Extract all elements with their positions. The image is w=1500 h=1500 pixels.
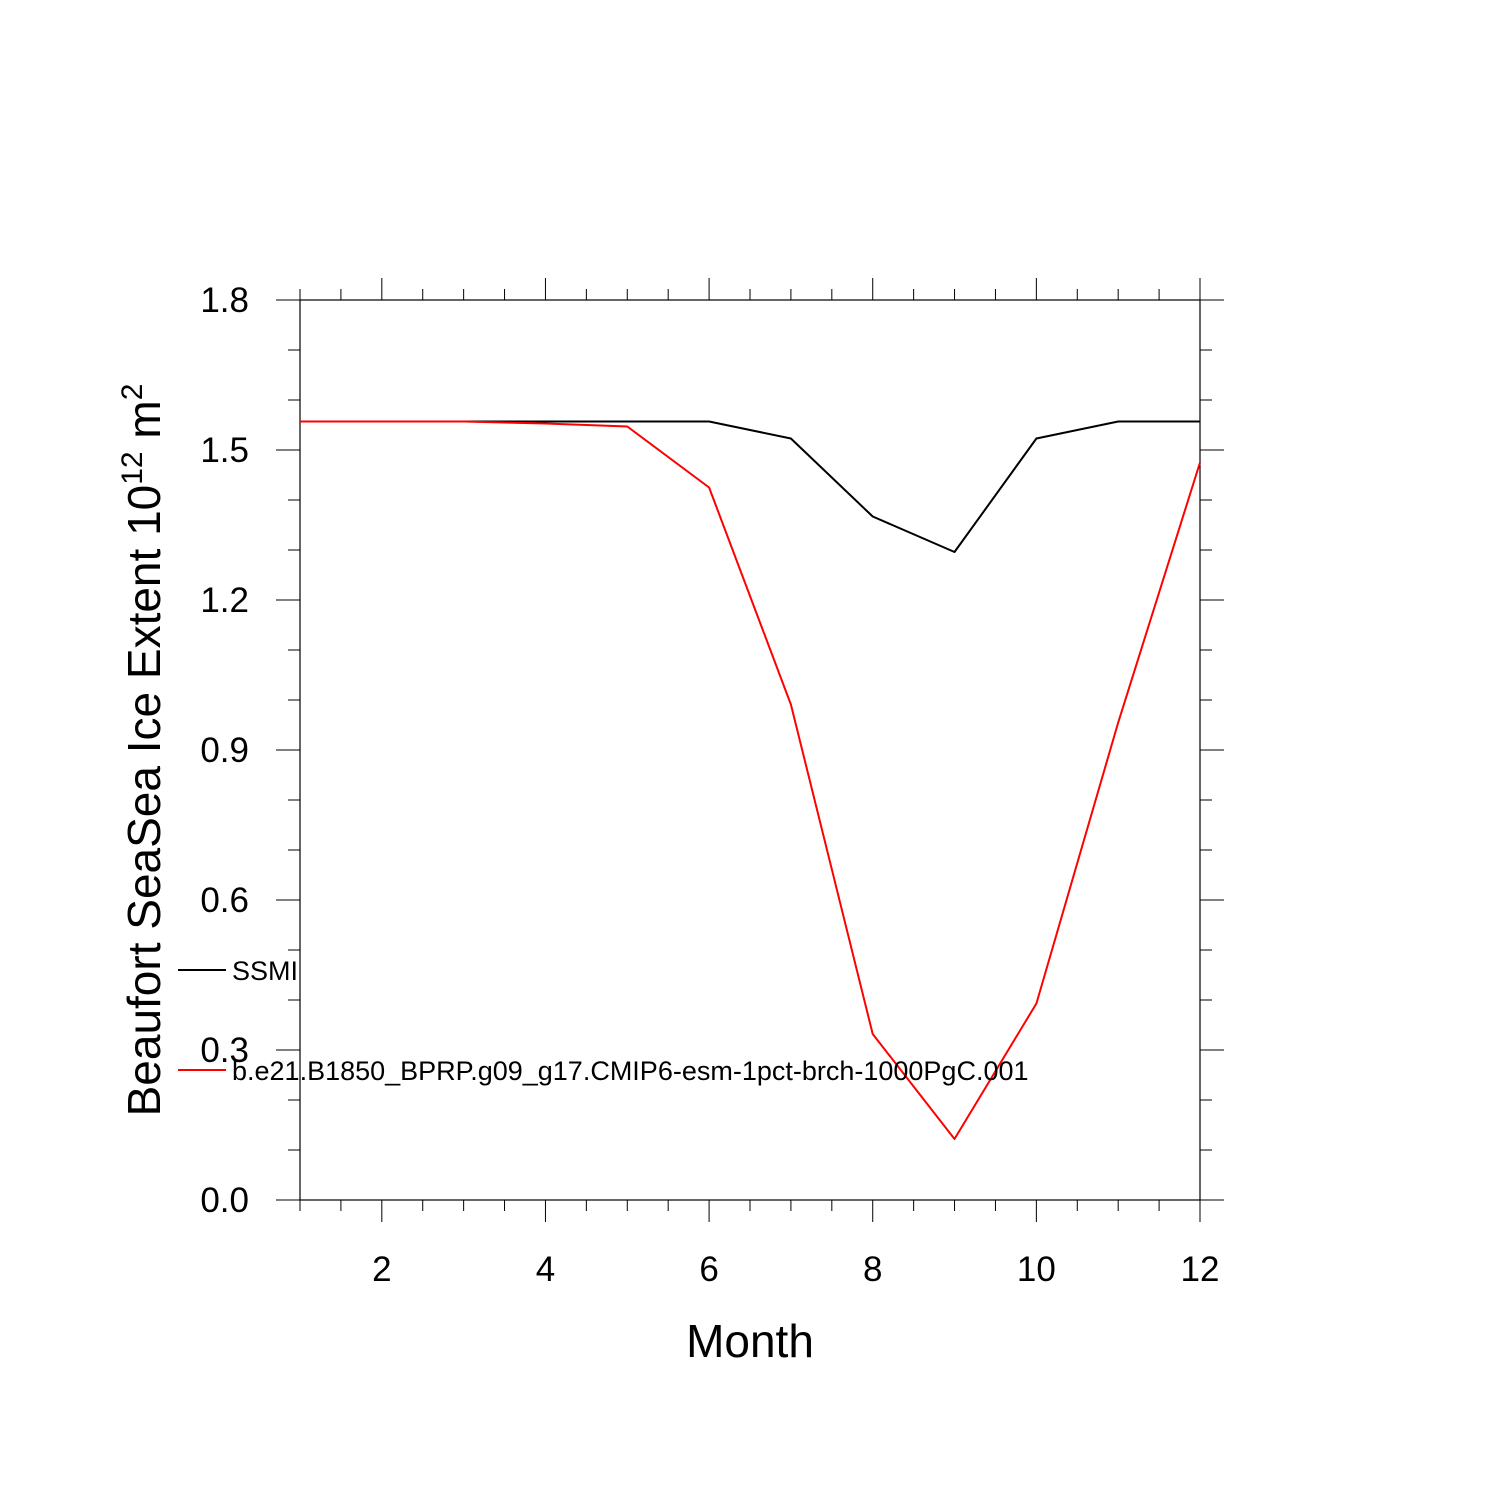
- x-tick-label: 2: [372, 1250, 391, 1289]
- y-axis-label-prefix: Beaufort SeaSea Ice Extent 10: [118, 485, 170, 1117]
- x-tick-label: 12: [1181, 1250, 1220, 1289]
- y-tick-label: 0.3: [200, 1031, 249, 1070]
- x-tick-label: 10: [1017, 1250, 1056, 1289]
- x-tick-label: 6: [699, 1250, 718, 1289]
- legend: SSMI b.e21.B1850_BPRP.g09_g17.CMIP6-esm-1…: [178, 956, 1029, 1086]
- axis-ticks: [276, 278, 1224, 1222]
- series-lines: [300, 420, 1201, 1140]
- y-axis-label-unit-exponent: 2: [116, 384, 149, 401]
- y-axis-label-unit: m: [118, 400, 170, 451]
- legend-label-2: b.e21.B1850_BPRP.g09_g17.CMIP6-esm-1pct-…: [232, 1056, 1029, 1086]
- y-tick-label: 0.9: [200, 731, 249, 770]
- y-axis-label-exponent: 12: [116, 451, 149, 484]
- x-axis-label: Month: [686, 1315, 814, 1367]
- y-tick-label: 1.2: [200, 581, 249, 620]
- y-tick-label: 1.8: [200, 281, 249, 320]
- y-tick-label: 0.0: [200, 1181, 249, 1220]
- series-line-2: [300, 420, 1201, 1140]
- x-tick-label: 4: [536, 1250, 555, 1289]
- y-tick-label: 1.5: [200, 431, 249, 470]
- x-tick-label: 8: [863, 1250, 882, 1289]
- y-axis-label: Beaufort SeaSea Ice Extent 1012 m2: [116, 384, 170, 1117]
- axis-tick-labels: 2 4 6 8 10 12 0.0 0.3 0.6 0.9 1.2 1.5 1.8: [200, 281, 1219, 1289]
- y-tick-label: 0.6: [200, 881, 249, 920]
- legend-label-1: SSMI: [232, 956, 298, 986]
- series-line-1: [300, 420, 1200, 553]
